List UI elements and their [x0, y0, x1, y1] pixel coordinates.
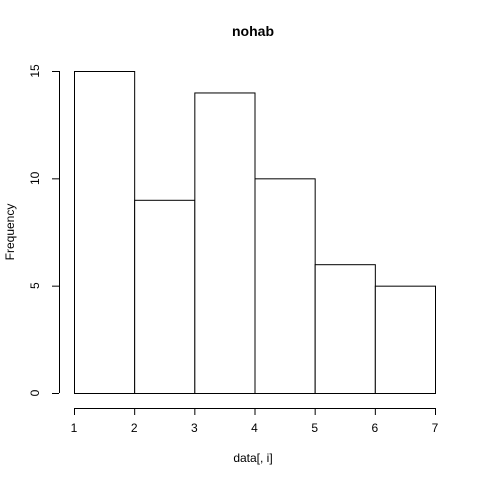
chart-title: nohab: [232, 23, 274, 39]
x-tick-label-5: 5: [311, 421, 318, 435]
x-axis-label: data[, i]: [233, 451, 272, 465]
y-tick-label-0: 0: [28, 389, 42, 396]
x-tick-label-4: 4: [251, 421, 258, 435]
histogram-bar-2: [134, 199, 196, 394]
x-tick-label-7: 7: [432, 421, 439, 435]
y-tick-label-10: 10: [28, 171, 42, 185]
histogram-bar-4: [254, 178, 316, 394]
y-tick-label-5: 5: [28, 282, 42, 289]
histogram-bar-1: [74, 71, 136, 394]
histogram-bar-5: [314, 264, 376, 395]
x-tick-label-3: 3: [191, 421, 198, 435]
x-tick-label-6: 6: [371, 421, 378, 435]
histogram-bar-3: [194, 92, 256, 394]
x-axis: 1 2 3 4 5 6 7: [71, 408, 439, 435]
x-tick-label-1: 1: [71, 421, 78, 435]
bars-layer: [74, 71, 437, 395]
y-axis-label: Frequency: [3, 204, 17, 261]
y-tick-label-15: 15: [28, 64, 42, 78]
y-axis: 0 5 10 15: [28, 64, 60, 396]
x-tick-label-2: 2: [131, 421, 138, 435]
histogram-bar-6: [374, 285, 437, 394]
